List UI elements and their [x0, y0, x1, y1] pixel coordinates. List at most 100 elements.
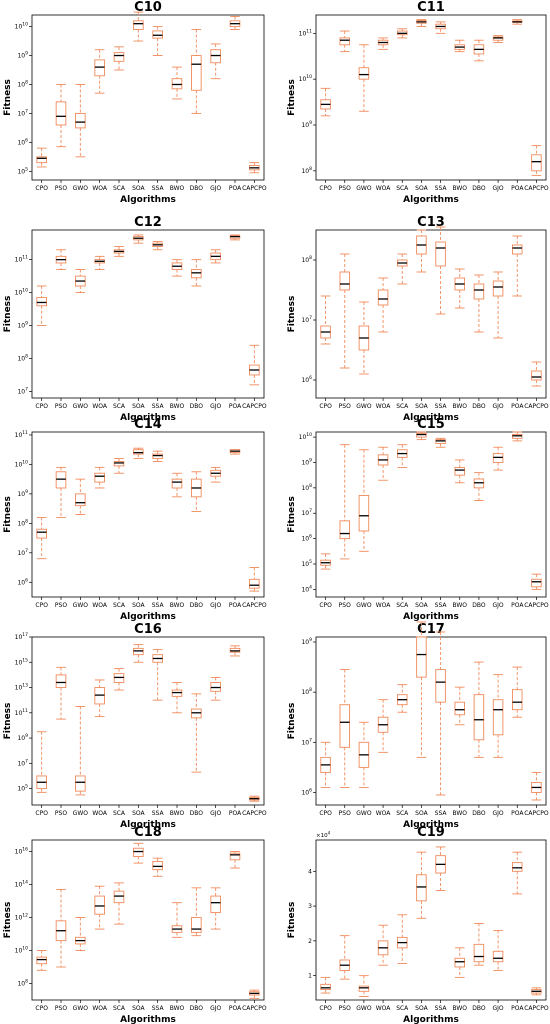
x-tick-label: SSA	[152, 403, 165, 410]
chart-title: C17	[417, 622, 445, 637]
box-poa	[229, 15, 241, 30]
y-tick-label: 106	[301, 375, 312, 384]
box-iqr	[55, 674, 67, 688]
box-gjo	[210, 249, 221, 264]
box-gwo	[75, 269, 86, 294]
y-tick-label: 109	[17, 51, 28, 60]
x-tick-label: SOA	[132, 403, 145, 410]
y-tick-label: 1010	[15, 22, 29, 31]
x-tick-label: WOA	[376, 403, 392, 410]
x-tick-label: BWO	[170, 1005, 185, 1012]
box-soa	[133, 234, 144, 244]
y-tick-label: 109	[17, 489, 28, 498]
box-sca	[113, 246, 125, 257]
y-tick-label: 108	[301, 687, 312, 696]
y-tick-label: 1010	[299, 74, 313, 83]
x-tick-label: SCA	[396, 403, 409, 410]
y-multiplier: ×104	[316, 831, 331, 840]
x-tick-label: BWO	[170, 602, 185, 609]
x-tick-label: SCA	[113, 602, 126, 609]
x-tick-label: SSA	[435, 810, 448, 817]
box-dbo	[473, 661, 485, 758]
box-poa	[229, 851, 241, 869]
box-iqr	[473, 694, 485, 741]
box-woa	[94, 466, 105, 489]
y-tick-label: 107	[17, 108, 28, 117]
x-tick-label: DBO	[472, 602, 486, 609]
chart-panel-c12: C12 107 108 109 1010 1011 CPO PSO GWO WOA SCA SOA SS…	[3, 215, 267, 423]
box-iqr	[36, 156, 47, 164]
box-sca	[113, 46, 125, 71]
box-cpo	[36, 950, 47, 971]
box-iqr	[36, 528, 47, 539]
box-iqr	[339, 37, 350, 46]
x-tick-label: CAPCPO	[242, 810, 267, 817]
x-tick-label: SSA	[152, 602, 165, 609]
box-poa	[229, 449, 241, 455]
x-axis-label: Algorithms	[403, 413, 459, 423]
y-tick-label: 3	[308, 903, 312, 910]
box-sca	[113, 458, 125, 474]
box-gwo	[358, 301, 370, 375]
y-tick-label: 1013	[15, 683, 29, 692]
box-bwo	[171, 472, 183, 498]
box-poa	[512, 666, 523, 718]
x-tick-label: GWO	[73, 602, 89, 609]
x-tick-label: WOA	[376, 810, 392, 817]
y-tick-label: 1015	[15, 657, 29, 666]
x-tick-label: GWO	[73, 403, 89, 410]
box-poa	[512, 235, 523, 297]
box-iqr	[416, 636, 427, 678]
box-iqr	[191, 917, 202, 933]
x-tick-label: SOA	[415, 810, 428, 817]
y-tick-label: 1011	[15, 708, 29, 717]
x-tick-label: SSA	[152, 810, 165, 817]
x-tick-label: POA	[511, 810, 524, 817]
x-tick-label: DBO	[190, 403, 204, 410]
box-iqr	[191, 269, 202, 279]
x-tick-label: POA	[229, 403, 242, 410]
y-tick-label: 104	[301, 584, 312, 593]
x-tick-label: GJO	[493, 602, 504, 609]
box-cpo	[320, 741, 331, 788]
box-cpo	[320, 976, 331, 994]
box-gwo	[75, 917, 86, 951]
x-tick-label: SCA	[113, 185, 126, 192]
box-iqr	[75, 775, 86, 792]
box-ssa	[435, 226, 446, 315]
x-tick-label: DBO	[190, 602, 204, 609]
box-gjo	[492, 271, 504, 339]
box-sca	[397, 914, 408, 964]
box-iqr	[113, 890, 125, 904]
box-capcpo	[531, 361, 542, 387]
box-pso	[55, 666, 67, 720]
box-sca	[397, 253, 408, 285]
box-iqr	[171, 478, 183, 489]
x-tick-label: SOA	[415, 1005, 428, 1012]
box-iqr	[210, 895, 221, 914]
chart-title: C11	[417, 0, 445, 15]
y-axis-label: Fitness	[287, 79, 297, 116]
box-iqr	[492, 36, 504, 41]
box-capcpo	[531, 145, 542, 176]
box-dbo	[191, 259, 202, 287]
y-tick-label: 107	[17, 386, 28, 395]
y-tick-label: 106	[17, 577, 28, 586]
x-tick-label: CPO	[35, 403, 48, 410]
x-tick-label: PSO	[55, 403, 67, 410]
box-poa	[512, 851, 523, 895]
x-axis-label: Algorithms	[403, 612, 459, 622]
y-tick-label: 4	[308, 868, 312, 875]
box-sca	[397, 684, 408, 713]
box-sca	[113, 668, 125, 691]
y-tick-label: 1010	[15, 459, 29, 468]
box-iqr	[492, 280, 504, 297]
y-tick-label: 107	[301, 737, 312, 746]
x-tick-label: CPO	[319, 602, 332, 609]
box-cpo	[36, 516, 47, 560]
box-woa	[94, 885, 105, 930]
x-tick-label: PSO	[339, 185, 351, 192]
box-ssa	[152, 241, 163, 251]
x-tick-label: PSO	[339, 403, 351, 410]
chart-panel-c16: C16 105 107 109 1011 1013 1015 1017 CPO PSO GWO WOA…	[3, 622, 267, 830]
